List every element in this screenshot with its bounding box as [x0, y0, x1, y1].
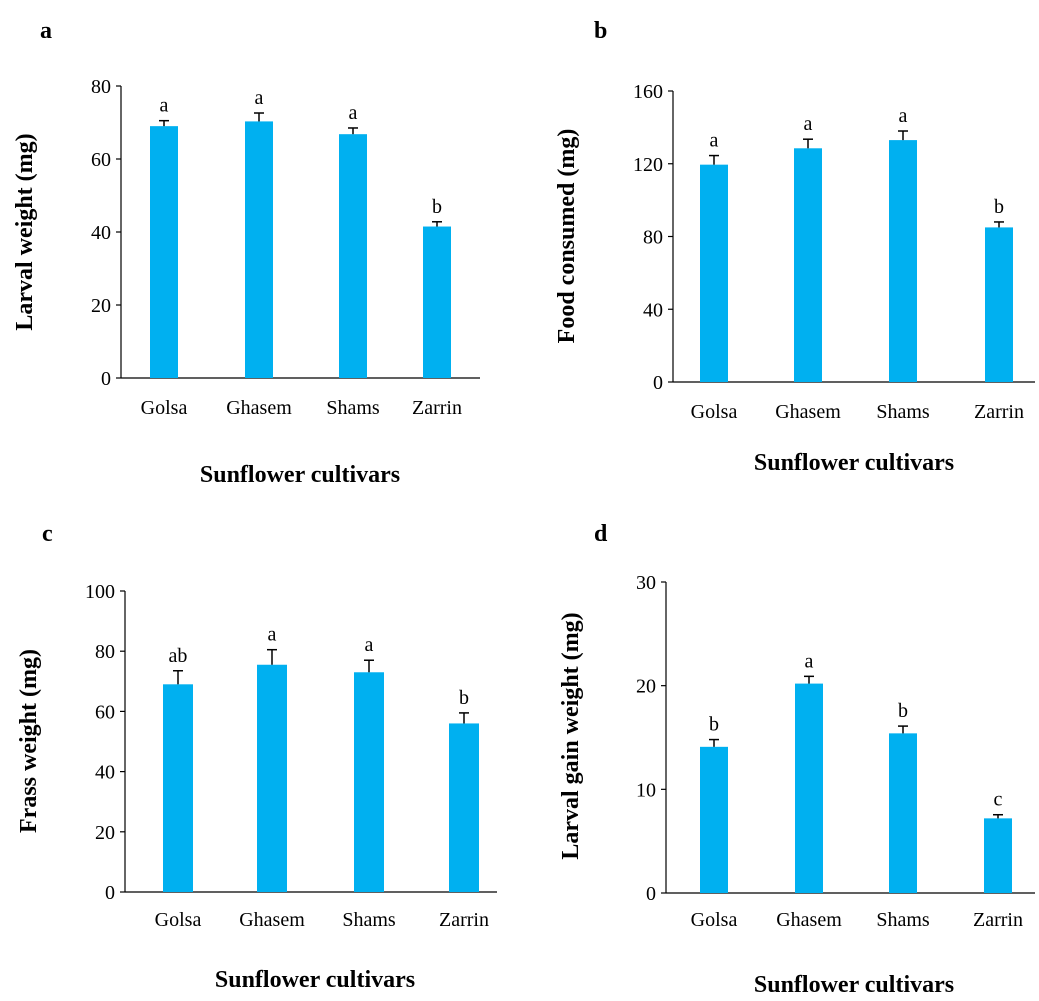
y-tick-label: 0 — [646, 883, 656, 905]
bar — [700, 164, 728, 382]
bar — [700, 746, 728, 893]
y-tick-label: 20 — [636, 676, 656, 698]
significance-label: a — [160, 95, 169, 117]
bar — [245, 121, 273, 378]
y-tick-label: 0 — [105, 882, 115, 904]
bar — [163, 684, 193, 892]
y-tick-label: 40 — [95, 762, 115, 784]
y-tick-label: 60 — [95, 701, 115, 723]
bar — [354, 672, 384, 892]
panel-a: a 0 20 40 60 80 a Golsa a Ghasem a Shams b Zarrin Lar… — [12, 18, 480, 488]
panel-b: b 0 40 80 120 160 a Golsa a Ghasem a Shams b Zarrin F… — [554, 18, 1035, 476]
y-tick-label: 30 — [636, 572, 656, 594]
y-tick-label: 80 — [91, 76, 111, 98]
significance-label: a — [255, 87, 264, 109]
bar — [889, 140, 917, 382]
y-tick-label: 10 — [636, 779, 656, 801]
x-axis-label: Sunflower cultivars — [754, 450, 954, 476]
y-tick-label: 60 — [91, 149, 111, 171]
bar — [339, 134, 367, 378]
y-tick-label: 20 — [95, 822, 115, 844]
y-tick-label: 80 — [95, 641, 115, 663]
y-axis-label: Food consumed (mg) — [554, 129, 580, 344]
x-tick-label: Shams — [876, 909, 930, 931]
significance-label: a — [365, 634, 374, 656]
y-tick-label: 120 — [633, 154, 663, 176]
x-tick-label: Zarrin — [974, 401, 1024, 423]
significance-label: b — [459, 687, 469, 709]
panel-letter: c — [42, 521, 53, 547]
x-tick-label: Zarrin — [439, 909, 489, 931]
panel-c: c 0 20 40 60 80 100 ab Golsa a Ghasem a Shams b Zarri… — [16, 521, 497, 993]
x-tick-label: Golsa — [141, 397, 188, 419]
y-axis-label: Larval gain weight (mg) — [558, 612, 584, 859]
bar — [423, 226, 451, 378]
significance-label: c — [994, 789, 1003, 811]
y-tick-label: 0 — [101, 368, 111, 390]
y-axis-label: Frass weight (mg) — [16, 649, 42, 833]
significance-label: ab — [169, 645, 188, 667]
panel-letter: b — [594, 18, 607, 44]
y-tick-label: 80 — [643, 227, 663, 249]
significance-label: b — [994, 196, 1004, 218]
x-tick-label: Shams — [326, 397, 380, 419]
panel-letter: d — [594, 521, 608, 547]
significance-label: b — [898, 700, 908, 722]
bar — [984, 818, 1012, 893]
y-tick-label: 160 — [633, 81, 663, 103]
y-tick-label: 40 — [91, 222, 111, 244]
x-tick-label: Zarrin — [973, 909, 1023, 931]
x-tick-label: Ghasem — [776, 909, 842, 931]
significance-label: a — [349, 102, 358, 124]
y-tick-label: 0 — [653, 372, 663, 394]
x-tick-label: Golsa — [691, 401, 738, 423]
x-axis-label: Sunflower cultivars — [215, 967, 415, 993]
x-axis-label: Sunflower cultivars — [754, 972, 954, 998]
x-tick-label: Shams — [876, 401, 930, 423]
x-tick-label: Golsa — [155, 909, 202, 931]
significance-label: a — [899, 105, 908, 127]
x-tick-label: Ghasem — [239, 909, 305, 931]
x-tick-label: Ghasem — [226, 397, 292, 419]
y-tick-label: 100 — [85, 581, 115, 603]
y-tick-label: 40 — [643, 299, 663, 321]
significance-label: a — [804, 113, 813, 135]
significance-label: a — [268, 624, 277, 646]
panel-d: d 0 10 20 30 b Golsa a Ghasem b Shams c Zarrin Larva… — [558, 521, 1035, 998]
x-tick-label: Golsa — [691, 909, 738, 931]
bar — [795, 683, 823, 893]
bar — [985, 227, 1013, 382]
bar — [889, 733, 917, 893]
significance-label: b — [432, 196, 442, 218]
significance-label: b — [709, 714, 719, 736]
bar — [449, 723, 479, 892]
bar — [794, 148, 822, 382]
x-tick-label: Shams — [342, 909, 396, 931]
x-axis-label: Sunflower cultivars — [200, 462, 400, 488]
y-tick-label: 20 — [91, 295, 111, 317]
y-axis-label: Larval weight (mg) — [12, 133, 38, 330]
bar — [150, 126, 178, 379]
panel-letter: a — [40, 18, 52, 44]
x-tick-label: Ghasem — [775, 401, 841, 423]
significance-label: a — [805, 650, 814, 672]
significance-label: a — [710, 130, 719, 152]
bar — [257, 664, 287, 892]
x-tick-label: Zarrin — [412, 397, 462, 419]
